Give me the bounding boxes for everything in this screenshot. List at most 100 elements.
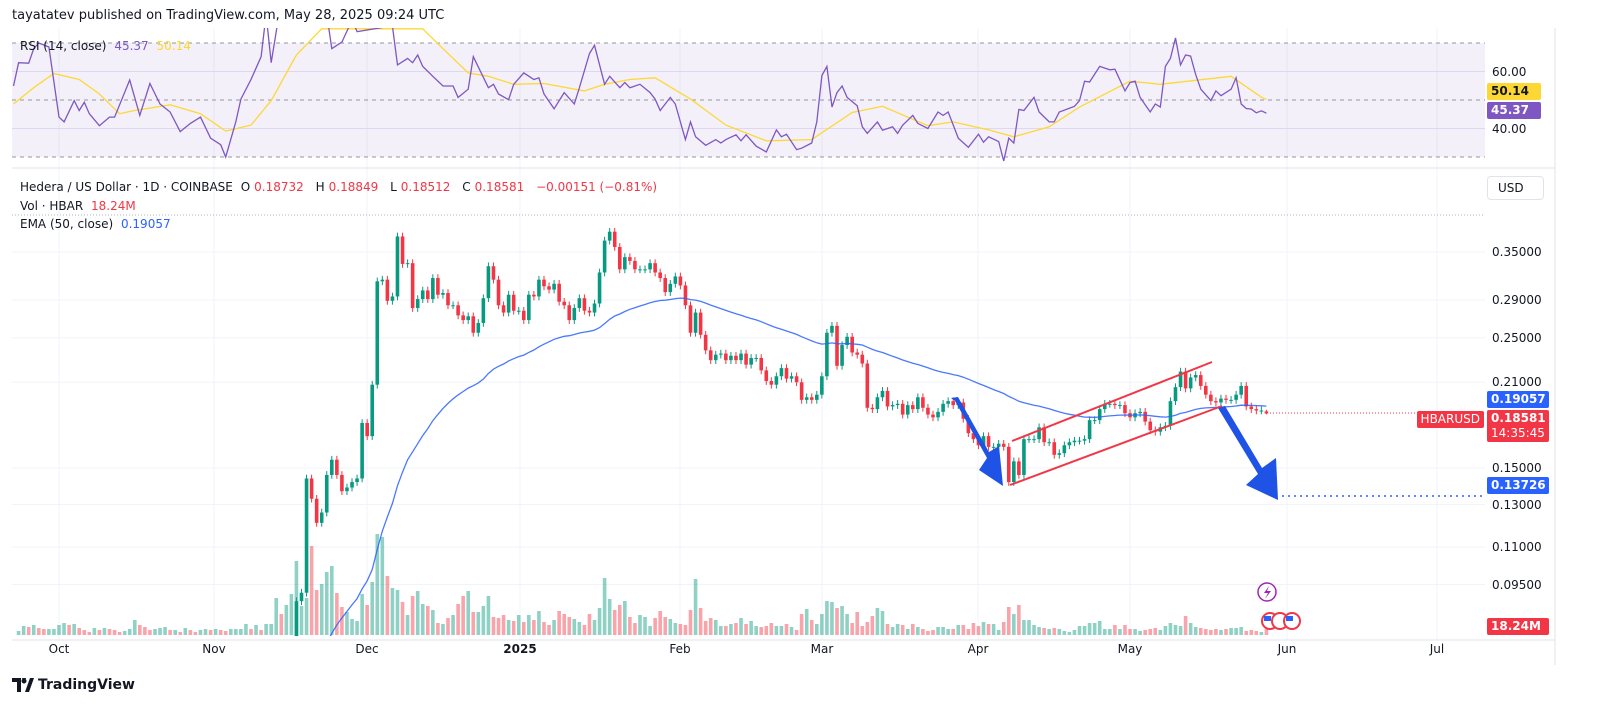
volume-bar	[72, 624, 76, 635]
symbol-legend[interactable]: Hedera / US Dollar · 1D · COINBASE O 0.18…	[20, 180, 661, 195]
candle-body	[506, 294, 511, 313]
ema-legend[interactable]: EMA (50, close) 0.19057	[20, 217, 175, 232]
candle-body	[451, 305, 455, 307]
close-value: 0.18581	[474, 180, 525, 194]
volume-legend-value: 18.24M	[91, 199, 136, 213]
candle-body	[542, 279, 546, 287]
volume-bar	[1097, 621, 1102, 635]
volume-bar	[87, 632, 92, 635]
volume-bar	[885, 624, 890, 635]
candle-body	[794, 376, 799, 383]
down-arrow-target-drawing[interactable]	[1218, 406, 1278, 500]
x-tick-label: Dec	[355, 642, 379, 656]
volume-bar	[112, 630, 117, 635]
candle-body	[759, 357, 764, 371]
tradingview-logo[interactable]: TradingView	[12, 677, 135, 693]
volume-bar	[208, 630, 213, 635]
volume-bar	[163, 627, 167, 635]
volume-bar	[1249, 630, 1254, 635]
candle-body	[319, 512, 324, 523]
channel-lower-line[interactable]	[1009, 405, 1223, 486]
volume-bar	[153, 629, 157, 635]
volume-bar	[82, 630, 87, 635]
candle-body	[380, 279, 385, 282]
rsi-band-lines	[12, 42, 1485, 158]
volume-bar	[602, 578, 607, 635]
volume-bar	[1001, 622, 1006, 635]
volume-bar	[1128, 629, 1132, 635]
volume-bar	[26, 627, 31, 635]
us-flag-canton-icon	[1264, 616, 1271, 621]
volume-bar	[213, 629, 218, 635]
volume-bar	[1072, 630, 1077, 635]
candle-body	[916, 397, 920, 410]
volume-bar	[572, 619, 577, 635]
volume-bar	[966, 629, 971, 635]
change-value: −0.00151 (−0.81%)	[536, 180, 658, 194]
rsi-legend[interactable]: RSI (14, close) 45.37 50.14	[20, 39, 195, 54]
down-arrow-drawing[interactable]	[951, 397, 1003, 486]
candle-body	[446, 293, 450, 306]
volume-bar	[749, 621, 753, 635]
candle-body	[365, 422, 369, 437]
grid	[12, 28, 1485, 640]
volume-bar	[77, 628, 82, 635]
volume-bar	[486, 596, 491, 635]
volume-bar	[1214, 629, 1218, 635]
candle-body	[895, 403, 900, 406]
volume-bar	[582, 625, 587, 635]
volume-bar	[21, 626, 26, 635]
volume-bar	[476, 612, 481, 635]
currency-selector[interactable]: USD	[1487, 176, 1544, 200]
candle-body	[643, 269, 647, 271]
candle-body	[324, 474, 329, 513]
volume-bar	[703, 621, 708, 635]
candle-body	[804, 397, 809, 400]
volume-bar	[1057, 629, 1062, 635]
volume-bar	[910, 624, 915, 635]
events-icons[interactable]	[1257, 582, 1301, 630]
candle-body	[1027, 439, 1031, 441]
candle-body	[971, 433, 976, 440]
us-flag-canton-icon	[1286, 616, 1293, 621]
volume-bar	[52, 629, 56, 635]
candle-body	[683, 285, 688, 306]
candle-body	[708, 350, 713, 361]
volume-bar	[991, 624, 996, 635]
volume-bar	[542, 622, 546, 635]
rsi-legend-label: RSI (14, close)	[20, 39, 107, 53]
volume-legend[interactable]: Vol · HBAR 18.24M	[20, 199, 140, 214]
volume-bar	[1092, 623, 1097, 635]
rsi-badge: 45.37	[1487, 102, 1541, 119]
candle-body	[1168, 401, 1173, 426]
candle-body	[552, 283, 556, 290]
volume-bar	[1006, 607, 1011, 635]
candle-body	[415, 299, 420, 308]
x-tick-label: 2025	[503, 642, 537, 656]
volume-bar	[269, 624, 273, 635]
channel-upper-line[interactable]	[1011, 361, 1213, 442]
bar-countdown: 14:35:45	[1491, 426, 1545, 440]
volume-bar	[683, 625, 688, 635]
candle-body	[410, 263, 415, 308]
candle-body	[764, 370, 769, 382]
volume-bar	[249, 629, 253, 635]
candle-body	[926, 407, 930, 415]
volume-bar	[739, 618, 743, 635]
volume-bar	[916, 627, 920, 635]
volume-bar	[1102, 629, 1107, 635]
candle-body	[633, 260, 637, 270]
volume-bar	[527, 615, 531, 635]
volume-bar	[304, 598, 309, 635]
volume-bar	[1113, 625, 1117, 635]
candle-body	[1229, 399, 1233, 401]
volume-bar	[825, 601, 829, 635]
volume-bar	[905, 629, 910, 635]
volume-bar	[127, 629, 132, 635]
volume-bar	[234, 629, 238, 635]
drawings[interactable]	[951, 361, 1485, 500]
volume-bar	[577, 622, 582, 635]
volume-bar	[1042, 628, 1046, 635]
volume-bar	[446, 618, 450, 635]
